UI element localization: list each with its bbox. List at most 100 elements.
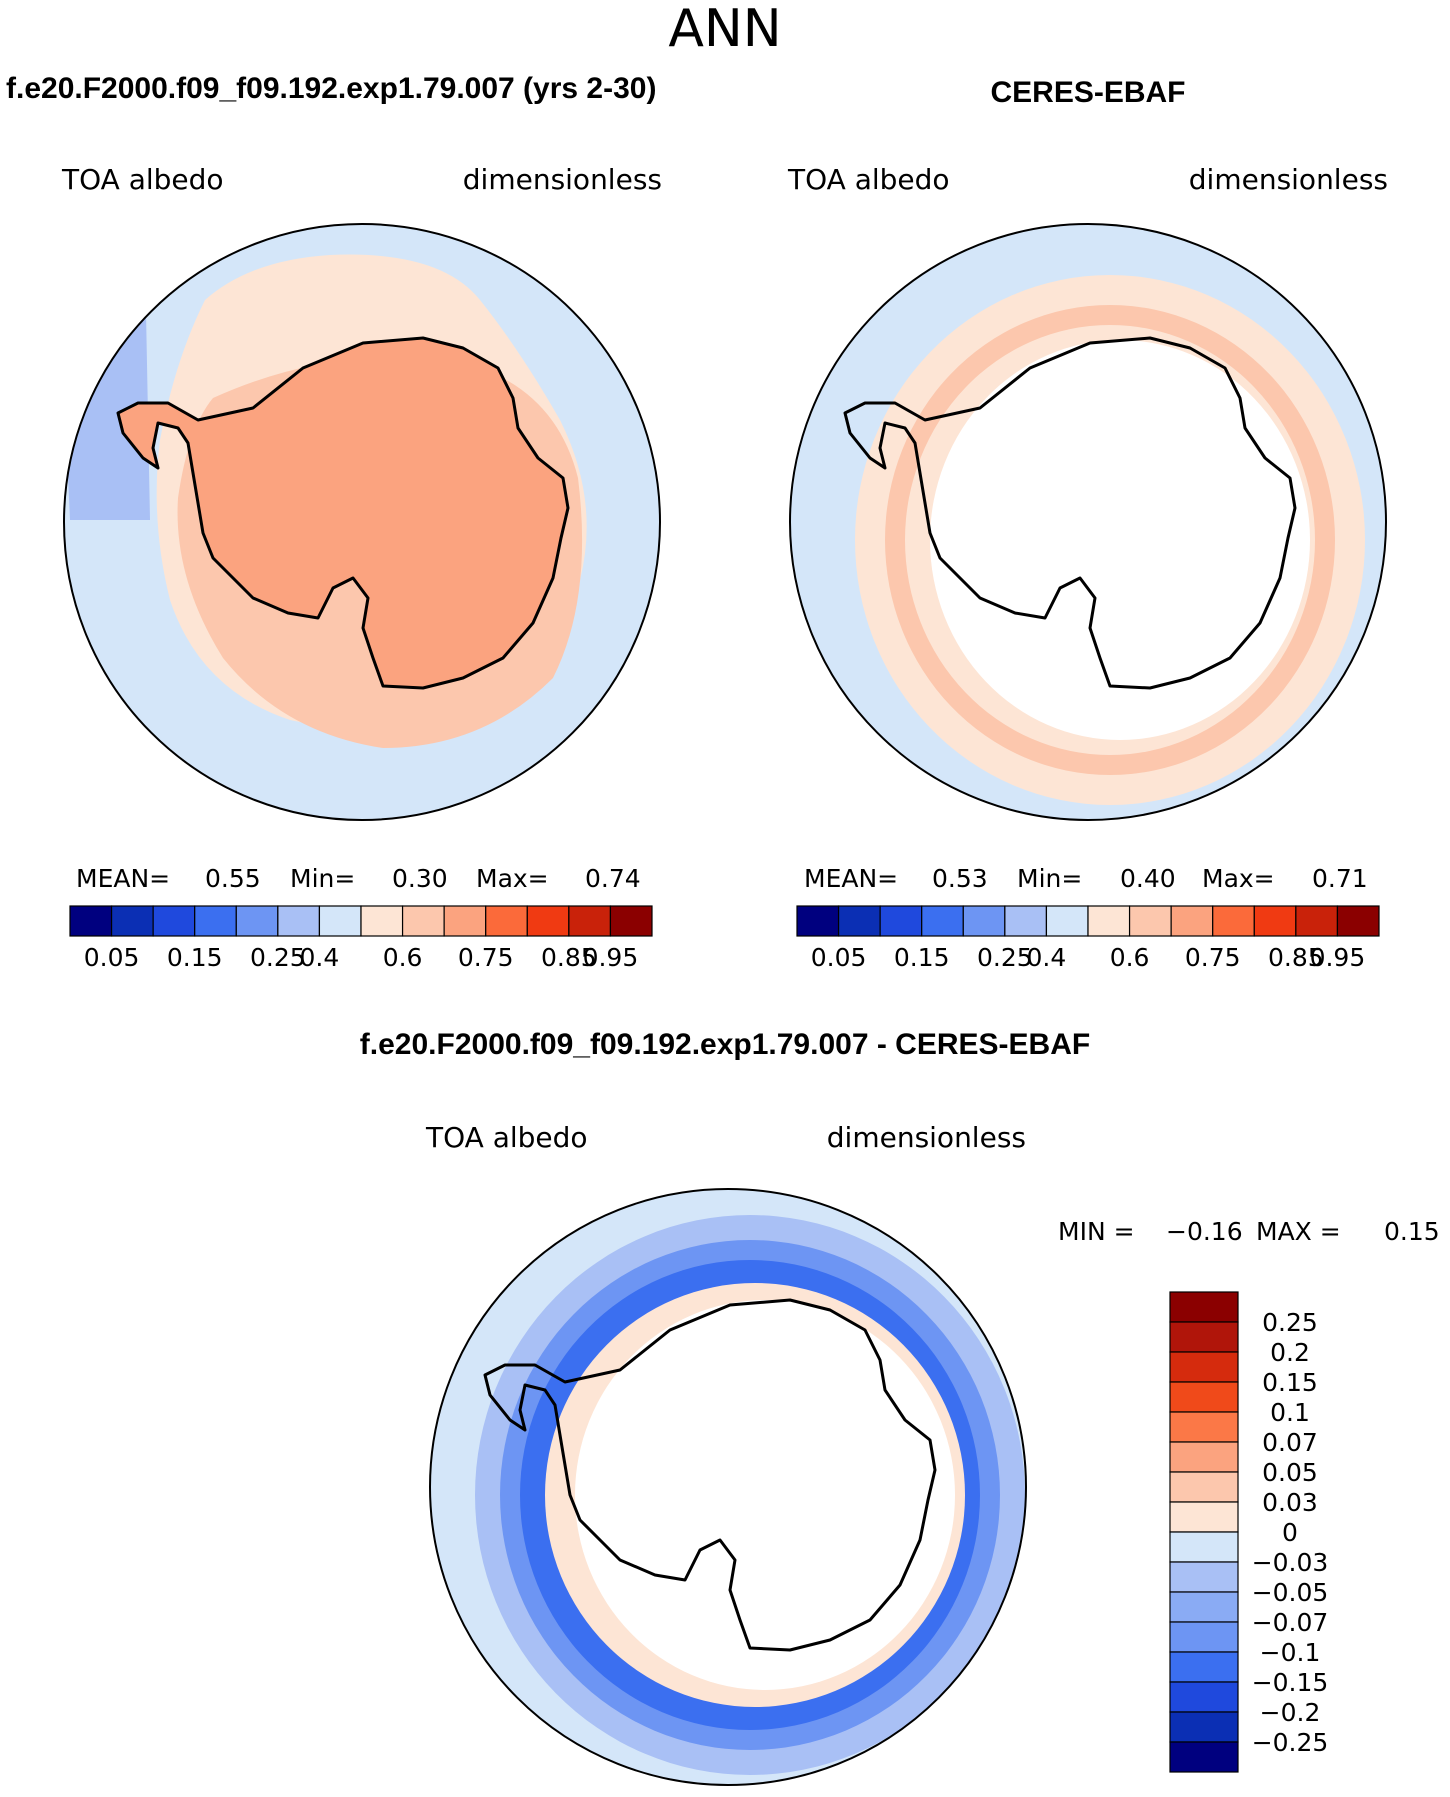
- model-colorbar-box-4: [235, 905, 279, 937]
- diff-max-label: MAX =: [1256, 1217, 1341, 1246]
- diff-colorbar-label-4: 0.07: [1262, 1428, 1318, 1457]
- diff-variable-label: TOA albedo: [425, 1121, 588, 1154]
- model-colorbar-label-5: 0.75: [458, 943, 514, 972]
- diff-colorbar-label-11: −0.1: [1260, 1638, 1321, 1667]
- diff-colorbar-box-15: [1169, 1741, 1239, 1773]
- diff-colorbar-box-1: [1169, 1321, 1239, 1353]
- panel-obs: CERES-EBAF TOA albedo dimensionless MEAN…: [787, 76, 1388, 972]
- panel-diff: f.e20.F2000.f09_f09.192.exp1.79.007 - CE…: [360, 1028, 1440, 1786]
- obs-colorbar-box-1: [837, 905, 881, 937]
- model-colorbar-box-8: [401, 905, 445, 937]
- diff-colorbar-box-7: [1169, 1501, 1239, 1533]
- model-stat-max-label: Max=: [476, 864, 549, 893]
- diff-colorbar-label-12: −0.15: [1252, 1668, 1329, 1697]
- diff-colorbar-box-3: [1169, 1381, 1239, 1413]
- diff-title: f.e20.F2000.f09_f09.192.exp1.79.007 - CE…: [360, 1028, 1090, 1061]
- model-stat-min-value: 0.30: [392, 864, 448, 893]
- obs-colorbar-box-3: [921, 905, 964, 937]
- obs-stats: MEAN= 0.53 Min= 0.40 Max= 0.71: [804, 864, 1368, 893]
- diff-min-value: −0.16: [1166, 1217, 1243, 1246]
- model-colorbar-box-10: [485, 905, 528, 937]
- diff-max-value: 0.15: [1384, 1217, 1440, 1246]
- model-stat-mean-label: MEAN=: [76, 864, 170, 893]
- diff-colorbar-label-3: 0.1: [1270, 1398, 1310, 1427]
- obs-colorbar-label-2: 0.25: [977, 943, 1033, 972]
- model-colorbar-box-11: [526, 905, 570, 937]
- model-colorbar-box-3: [194, 905, 237, 937]
- obs-colorbar-box-2: [879, 905, 923, 937]
- obs-units-label: dimensionless: [1189, 163, 1388, 196]
- diff-colorbar-box-10: [1169, 1591, 1239, 1623]
- model-colorbar-label-6: 0.85: [541, 943, 597, 972]
- model-colorbar-box-13: [609, 905, 653, 937]
- model-colorbar-box-9: [443, 905, 487, 937]
- diff-units-label: dimensionless: [827, 1121, 1026, 1154]
- model-colorbar-box-6: [318, 905, 362, 937]
- obs-colorbar-box-6: [1045, 905, 1089, 937]
- diff-colorbar-box-2: [1169, 1351, 1239, 1383]
- diff-colorbar-label-13: −0.2: [1260, 1698, 1321, 1727]
- obs-colorbar: 0.05 0.15 0.250.4 0.6 0.75 0.850.95: [796, 905, 1380, 972]
- diff-colorbar-label-10: −0.07: [1252, 1608, 1329, 1637]
- obs-variable-label: TOA albedo: [787, 163, 950, 196]
- diff-map-border: [429, 1188, 1027, 1786]
- obs-stat-max-value: 0.71: [1312, 864, 1368, 893]
- model-variable-label: TOA albedo: [61, 163, 224, 196]
- diff-colorbar-box-8: [1169, 1531, 1239, 1563]
- diff-colorbar-label-5: 0.05: [1262, 1458, 1318, 1487]
- model-map: [64, 224, 660, 820]
- obs-colorbar-box-0: [796, 905, 840, 937]
- diff-map-missing-region: [575, 1300, 955, 1690]
- obs-colorbar-box-5: [1004, 905, 1048, 937]
- obs-map-border: [789, 223, 1387, 821]
- model-stat-max-value: 0.74: [585, 864, 641, 893]
- obs-stat-min-value: 0.40: [1120, 864, 1176, 893]
- model-colorbar-label-4: 0.6: [383, 943, 423, 972]
- diff-colorbar-label-14: −0.25: [1252, 1728, 1329, 1757]
- model-colorbar-box-7: [360, 905, 404, 937]
- obs-colorbar-label-5: 0.75: [1185, 943, 1241, 972]
- diff-colorbar-box-11: [1169, 1621, 1239, 1653]
- obs-colorbar-label-0: 0.05: [811, 943, 867, 972]
- season-title: ANN: [668, 0, 781, 59]
- model-map-region-lowalbedo-west: [64, 260, 150, 520]
- model-colorbar-label-0: 0.05: [84, 943, 140, 972]
- obs-colorbar-box-10: [1212, 905, 1255, 937]
- diff-colorbar-label-6: 0.03: [1262, 1488, 1318, 1517]
- model-colorbar-box-12: [568, 905, 612, 937]
- diff-map: [430, 1189, 1026, 1785]
- diff-colorbar-label-8: −0.03: [1252, 1548, 1329, 1577]
- obs-stat-mean-label: MEAN=: [804, 864, 898, 893]
- obs-colorbar-box-11: [1253, 905, 1297, 937]
- diff-colorbar-label-2: 0.15: [1262, 1368, 1318, 1397]
- panel-model: f.e20.F2000.f09_f09.192.exp1.79.007 (yrs…: [6, 72, 662, 972]
- model-colorbar-label-2: 0.25: [250, 943, 306, 972]
- model-colorbar: 0.05 0.15 0.250.4 0.6 0.75 0.850.95: [69, 905, 653, 972]
- obs-colorbar-box-7: [1087, 905, 1131, 937]
- model-title: f.e20.F2000.f09_f09.192.exp1.79.007 (yrs…: [6, 72, 656, 105]
- model-stat-mean-value: 0.55: [205, 864, 261, 893]
- diff-colorbar: 0.250.20.150.10.070.050.030−0.03−0.05−0.…: [1169, 1291, 1329, 1773]
- diff-colorbar-box-6: [1169, 1471, 1239, 1503]
- obs-colorbar-label-4: 0.6: [1110, 943, 1150, 972]
- diff-colorbar-box-4: [1169, 1411, 1239, 1443]
- diff-min-label: MIN =: [1058, 1217, 1135, 1246]
- diff-colorbar-label-7: 0: [1282, 1518, 1298, 1547]
- diff-minmax: MIN = −0.16 MAX = 0.15: [1058, 1217, 1440, 1246]
- obs-stat-max-label: Max=: [1202, 864, 1275, 893]
- model-colorbar-box-1: [110, 905, 154, 937]
- obs-stat-mean-value: 0.53: [932, 864, 988, 893]
- diff-colorbar-box-14: [1169, 1711, 1239, 1743]
- obs-title: CERES-EBAF: [990, 76, 1185, 109]
- model-map-border: [63, 223, 661, 821]
- obs-map-missing-region: [930, 340, 1310, 740]
- model-colorbar-box-5: [277, 905, 321, 937]
- diff-colorbar-box-13: [1169, 1681, 1239, 1713]
- obs-colorbar-box-9: [1170, 905, 1214, 937]
- obs-colorbar-label-7: 0.95: [1310, 943, 1366, 972]
- diff-colorbar-label-0: 0.25: [1262, 1308, 1318, 1337]
- obs-colorbar-box-8: [1128, 905, 1172, 937]
- model-colorbar-label-3: 0.4: [300, 943, 340, 972]
- obs-colorbar-box-4: [962, 905, 1006, 937]
